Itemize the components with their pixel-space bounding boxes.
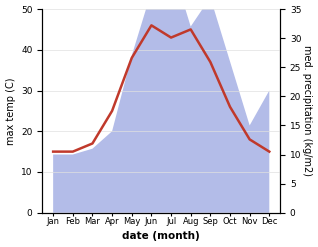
Y-axis label: med. precipitation (kg/m2): med. precipitation (kg/m2) (302, 45, 313, 176)
X-axis label: date (month): date (month) (122, 231, 200, 242)
Y-axis label: max temp (C): max temp (C) (5, 77, 16, 145)
